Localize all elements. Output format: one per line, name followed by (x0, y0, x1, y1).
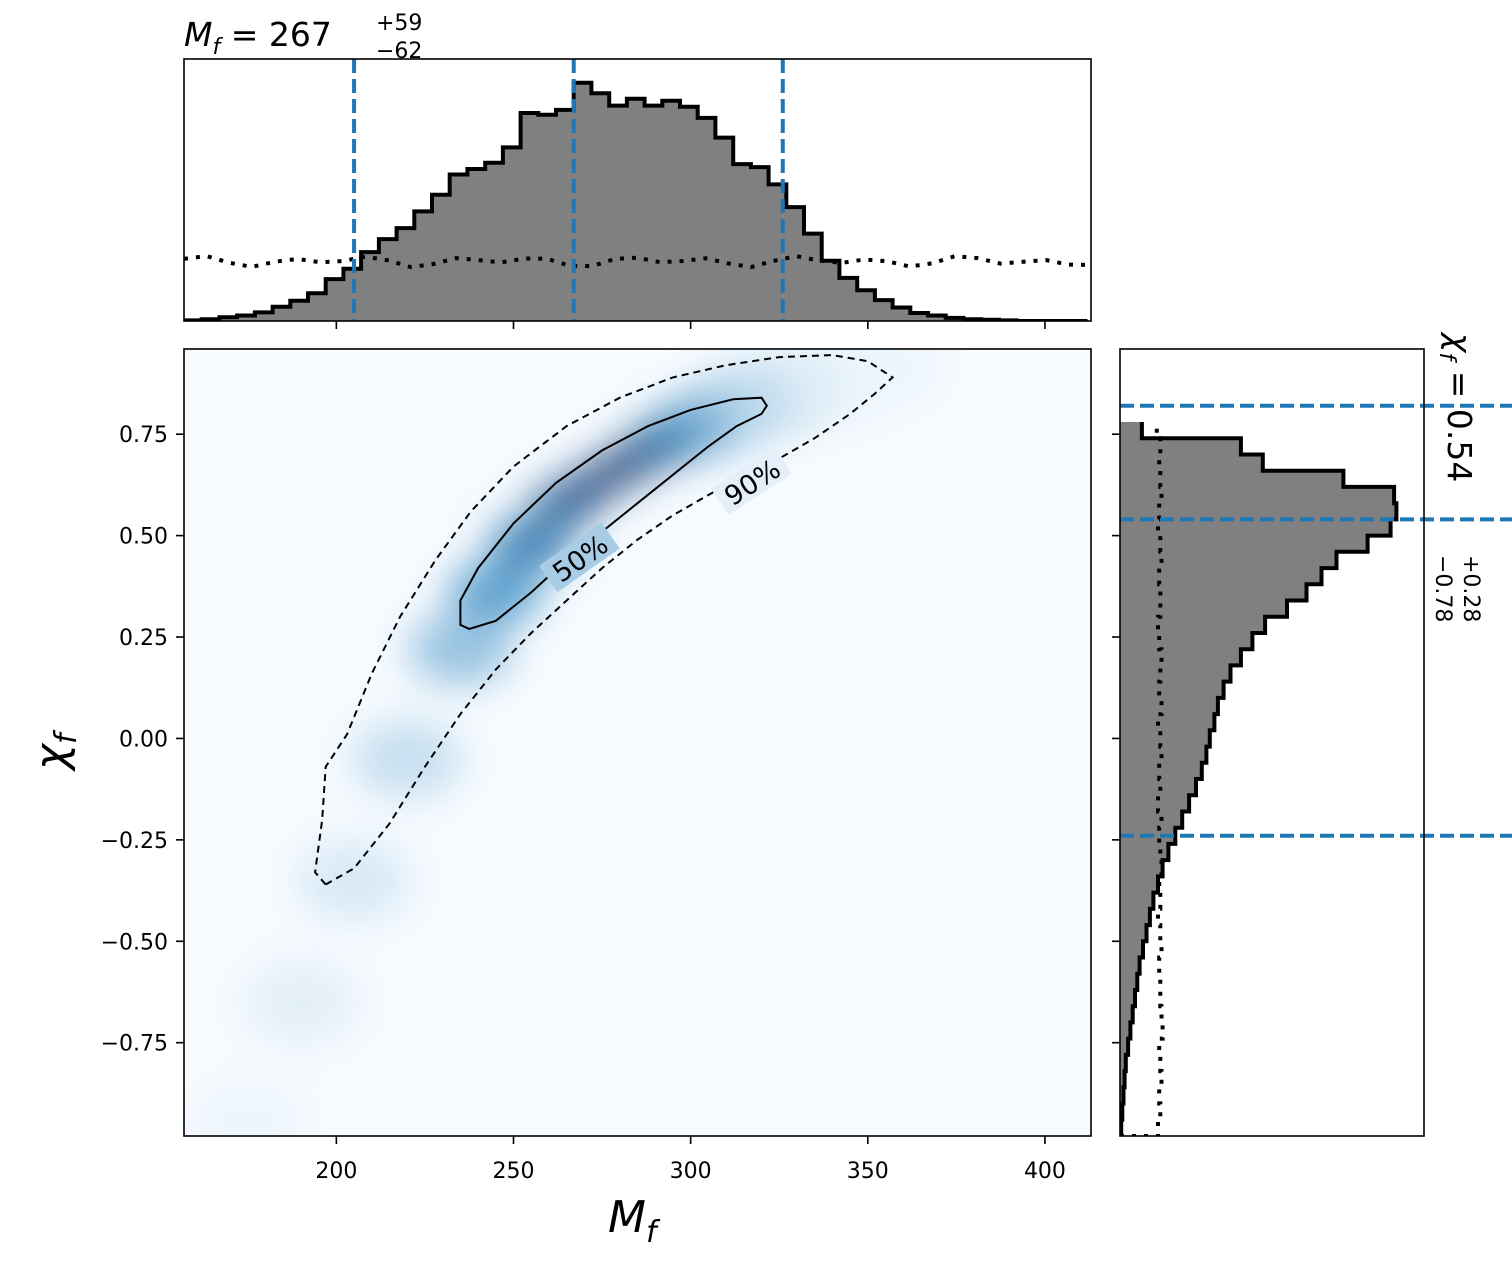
x-axis-ticks: 200 250 300 350 400 (315, 1136, 1066, 1184)
chi-credible-lines (1120, 403, 1512, 838)
y-tick-label-4: 0.25 (119, 626, 168, 651)
mf-summary-lower: −62 (376, 39, 422, 64)
mf-posterior-histogram-step (184, 80, 1088, 321)
contour-90-percent (314, 354, 895, 886)
right-panel-frame (1119, 348, 1425, 1137)
density-blob-6 (489, 518, 573, 570)
chi-posterior-histogram-step (1120, 422, 1399, 1136)
density-blob-15 (826, 349, 945, 409)
posterior-density-heatmap (188, 349, 945, 1136)
y-tick-label-6: 0.75 (119, 423, 168, 448)
density-blob-4 (408, 613, 512, 685)
mf-summary-title: Mf = 267 (184, 15, 332, 60)
y-tick-label-0: −0.75 (101, 1032, 168, 1057)
density-blob-2 (296, 839, 412, 922)
top-panel-x-ticks (335, 321, 1046, 329)
density-blob-5 (449, 561, 543, 623)
chi-summary-title: χf = 0.54 +0.28 −0.78 (1430, 331, 1483, 622)
right-marginal-panel: χf = 0.54 +0.28 −0.78 (1112, 331, 1512, 1137)
joint-density-panel: 50% 90% 200 250 300 350 400 −0.75−0.50−0.250… (26, 348, 1092, 1250)
density-blob-8 (572, 464, 633, 493)
mf-credible-lines (352, 59, 785, 321)
chi-summary-lower: −0.78 (1430, 555, 1455, 622)
mf-posterior-histogram-fill (184, 82, 1088, 321)
top-marginal-panel: Mf = 267 +59 −62 (183, 11, 1092, 329)
chi-posterior-histogram-fill (1120, 422, 1397, 1136)
right-panel-y-ticks (1112, 433, 1120, 1044)
mf-summary-upper: +59 (376, 11, 422, 36)
chi-prior-histogram (1120, 422, 1165, 1136)
y-axis-label: χf (26, 729, 84, 772)
density-blob-1 (242, 959, 360, 1045)
density-blob-0 (188, 1080, 307, 1136)
x-tick-label-300: 300 (670, 1159, 712, 1184)
main-panel-frame (183, 348, 1092, 1137)
top-panel-frame (183, 58, 1092, 322)
y-tick-label-1: −0.50 (101, 930, 168, 955)
x-tick-label-250: 250 (492, 1159, 534, 1184)
y-tick-label-3: 0.00 (119, 727, 168, 752)
mf-prior-histogram (184, 254, 1091, 270)
chi-summary-upper: +0.28 (1458, 555, 1483, 622)
y-tick-label-2: −0.25 (101, 829, 168, 854)
y-tick-label-5: 0.50 (119, 525, 168, 550)
x-tick-label-400: 400 (1024, 1159, 1066, 1184)
y-axis-ticks: −0.75 −0.50 −0.25 0.00 0.25 0.50 0.75 (101, 423, 184, 1057)
x-tick-label-200: 200 (315, 1159, 357, 1184)
x-axis-label: Mf (608, 1192, 661, 1250)
x-tick-label-350: 350 (847, 1159, 889, 1184)
density-blob-3 (351, 718, 464, 799)
svg-text:χf = 0.54: χf = 0.54 (1434, 331, 1479, 482)
density-blob-7 (531, 483, 603, 523)
